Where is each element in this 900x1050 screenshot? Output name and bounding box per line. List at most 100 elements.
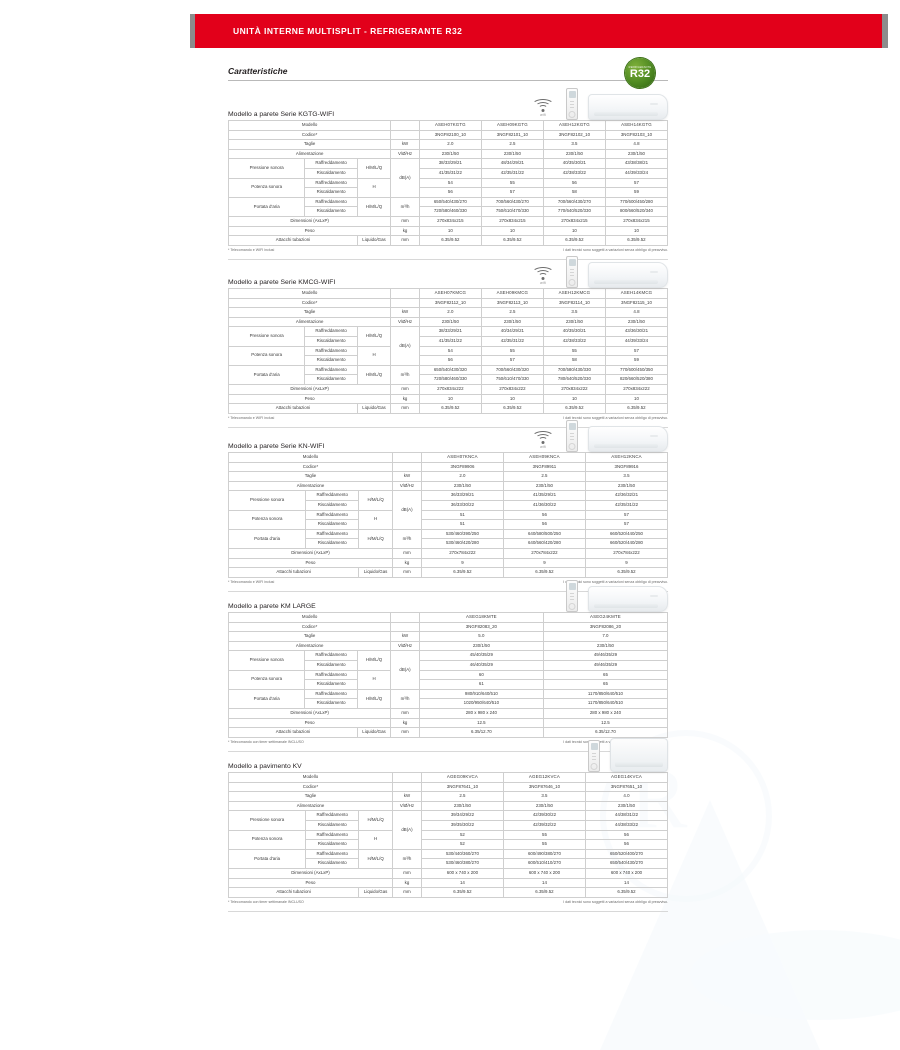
row-unit: H/M/L/Q [356,364,392,385]
cell: 6.35/9.52 [418,235,482,246]
row-label: Attacchi tubazioni [227,887,360,898]
row-unit: kW [392,791,422,802]
spec-section: Modello a parete Serie KMCG-WIFI wifi Mode… [227,248,669,429]
table-row-dimensioni: Dimensioni (AxLxP) mm 270x834x215 270x834x2… [227,215,669,227]
spec-section: Modello a parete Serie KN-WIFI wifi Modell… [227,412,669,593]
banner-right-tab [882,14,888,48]
row-unit: H [356,177,392,198]
cell: 6.35/9.52 [502,887,586,898]
table-row-attacchi: Attacchi tubazioni Liquido/Gas mm 6.35/9.52… [227,887,669,898]
banner-title: UNITÀ INTERNE MULTISPLIT - REFRIGERANTE … [233,26,463,36]
cell: 800/660/520/340 [604,206,669,217]
section-footnote: * Telecomando e WIFI inclusi [228,416,275,421]
cell: 5.0 [418,631,544,642]
table-row-potenza-raff: Potenza sonora Raffreddamento H 54 55 56 57 [227,177,669,198]
row-sublabel: Raffreddamento [304,364,358,376]
section-header: Modello a parete KM LARGE [228,572,668,612]
cell: 270x834x215 [418,215,482,227]
cell: 3.5 [502,791,586,802]
row-label: Pressione sonora [227,810,307,831]
section-footnote: * Telecomando e WIFI inclusi [228,580,275,585]
cell: 42/35/31/22 [584,499,669,511]
cell: 2.5 [420,791,504,802]
cell: 36/33/30/22 [420,499,504,511]
cell: 270x784x222 [502,547,586,559]
cell: 44/39/33/24 [604,167,669,179]
section-footer: * Telecomando e WIFI inclusi I dati tecni… [228,416,668,420]
row-label: Potenza sonora [227,177,306,198]
header-spacer [392,461,422,473]
table-header-row: Modello ASEH07KMCG ASEH09KMCG ASEH12KMCG ASE… [227,288,669,299]
row-label: Pressione sonora [227,158,306,179]
cell: 230/1/50 [480,316,544,328]
row-label: Potenza sonora [227,829,307,850]
cell: 2.5 [480,307,544,318]
table-row-potenza-raff: Potenza sonora Raffreddamento H 54 55 55 57 [227,345,669,366]
row-label: Peso [227,393,392,405]
row-sublabel: Raffreddamento [304,196,358,208]
cell: 10 [542,393,606,405]
row-unit: H/M/L/Q [358,528,393,549]
header-spacer [390,288,420,299]
cell: 40/35/30/21 [542,158,606,169]
header-modello: Modello [227,612,392,623]
wifi-icon: wifi [530,98,556,120]
row-unit: kW [390,307,420,318]
header-spacer [390,129,420,141]
header-spacer [392,772,422,783]
row-unit: kg [392,877,422,889]
row-sublabel: Raffreddamento [304,669,358,681]
row-unit-dba: dB(A) [390,158,420,198]
cell: 39/34/29/22 [420,810,504,821]
remote-control-icon [588,740,600,772]
spec-table: Modello ASEH07KNCA ASEH09KNCA ASEH12KNCA Cod… [227,452,669,578]
cell: 42/35/31/22 [480,167,544,179]
row-label: Portata d'aria [227,848,307,869]
row-label: Alimentazione [227,316,392,328]
row-unit: mm [390,215,420,227]
section-icons: wifi [530,256,668,288]
row-unit: V/Ø/Hz [392,800,422,812]
cell: 39/35/30/22 [420,819,504,831]
cell: 42/38/33/22 [542,167,606,179]
cell: 10 [604,393,669,405]
row-label: Peso [227,225,392,237]
row-sublabel: Riscaldamento [304,374,358,385]
cell: 3NGF82100_10 [418,129,482,141]
row-sublabel: Riscaldamento [304,698,358,709]
table-row-dimensioni: Dimensioni (AxLxP) mm 270x834x222 270x834x2… [227,383,669,395]
cell: 230/1/50 [420,480,504,492]
model-name: ASEH12KMCG [542,288,606,299]
spec-section: Modello a parete Serie KGTG-WIFI wifi Mode… [227,80,669,261]
section-footer: * Telecomando e WIFI inclusi I dati tecni… [228,248,668,252]
table-code-row: Codice* 3NGF89906 3NGF89911 3NGF89916 [228,461,669,473]
cell: 600/490/380/270 [502,848,586,860]
row-label: Potenza sonora [227,669,306,690]
row-unit: mm [390,383,420,395]
model-name: ASEH09KGTG [480,120,544,131]
wifi-icon: wifi [530,430,556,452]
row-sublabel: Riscaldamento [305,538,360,549]
cell: 2.0 [420,471,504,482]
cell: 4.8 [604,139,669,150]
cell: 41/35/29/21 [502,490,586,501]
table-row-potenza-raff: Potenza sonora Raffreddamento H 51 56 57 [227,509,669,530]
cell: 2.5 [480,139,544,150]
section-icons [588,738,668,772]
model-name: ASEH07KNCA [420,452,504,463]
cell: 640/580/500/250 [502,528,586,540]
cell: 600/510/410/270 [502,858,586,869]
row-unit: kW [390,139,420,150]
cell: 51 [420,519,504,530]
table-row-portata-raff: Portata d'aria Raffreddamento H/M/L/Q m³/h 5… [227,528,669,549]
row-label: Peso [227,717,392,729]
row-sublabel: Riscaldamento [304,167,358,179]
cell: 42/36/32/21 [584,490,669,501]
row-unit-dba: dB(A) [390,650,420,690]
cell: 1170/850/640/510 [542,688,669,700]
cell: 700/560/430/270 [480,196,544,208]
table-code-row: Codice* 3NGF87641_10 3NGF87646_10 3NGF87651… [228,781,669,793]
cell: 55 [542,345,606,357]
cell: 3NGF82083_20 [418,621,544,633]
row-label: Portata d'aria [227,688,306,709]
